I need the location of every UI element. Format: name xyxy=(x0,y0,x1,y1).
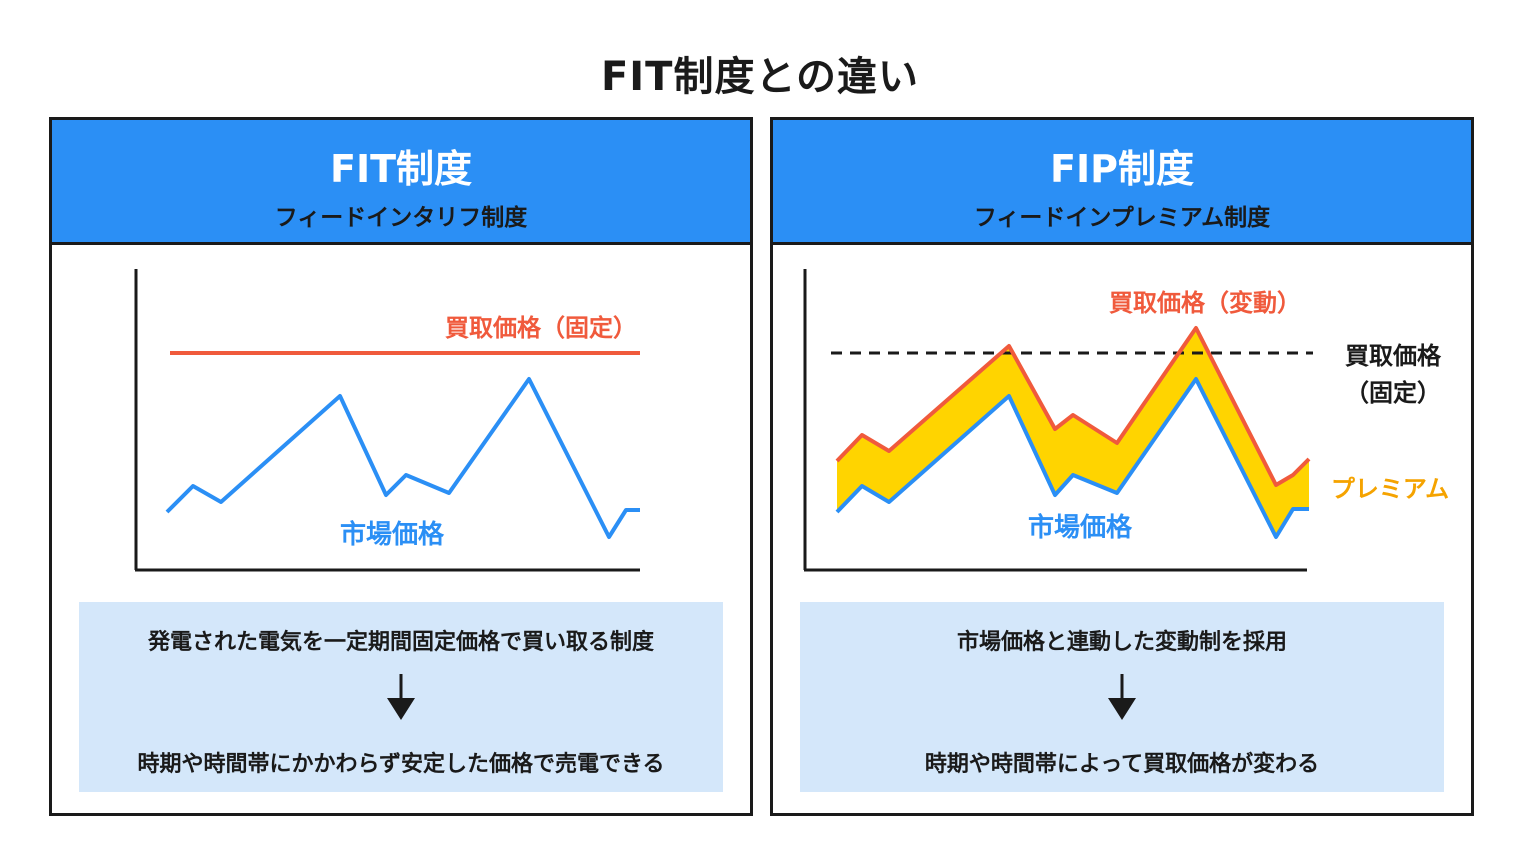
fip-fixed-price-label: 買取価格 xyxy=(1345,342,1442,370)
fip-premium-label: プレミアム xyxy=(1331,475,1449,503)
fit-market-price-line xyxy=(165,377,640,539)
fit-description-line-2: 時期や時間帯にかかわらず安定した価格で売電できる xyxy=(137,752,665,777)
fit-panel-title: FIT制度 xyxy=(329,147,473,191)
fip-description-line-2: 時期や時間帯によって買取価格が変わる xyxy=(924,752,1320,777)
fip-description-box: 市場価格と連動した変動制を採用 時期や時間帯によって買取価格が変わる xyxy=(800,602,1444,792)
fit-description-box: 発電された電気を一定期間固定価格で買い取る制度 時期や時間帯にかかわらず安定した… xyxy=(79,602,723,792)
fit-buy-price-label: 買取価格（固定） xyxy=(445,314,637,342)
fip-fixed-price-label-sub: （固定） xyxy=(1345,379,1441,407)
fit-panel-header: FIT制度 フィードインタリフ制度 xyxy=(52,120,750,245)
down-arrow-icon xyxy=(1108,674,1136,720)
fip-chart: 買取価格（変動） 買取価格 （固定） プレミアム 市場価格 xyxy=(803,269,1449,572)
fip-panel-subtitle: フィードインプレミアム制度 xyxy=(973,205,1271,231)
fit-chart: 買取価格（固定） 市場価格 xyxy=(134,269,640,572)
fip-buy-price-label: 買取価格（変動） xyxy=(1109,289,1301,317)
fit-panel: FIT制度 フィードインタリフ制度 買取価格（固定） 市場価格 発電された電気を… xyxy=(49,117,753,816)
fip-panel-title: FIP制度 xyxy=(1050,147,1194,191)
fit-market-price-label: 市場価格 xyxy=(340,519,445,550)
fip-buy-price-line xyxy=(835,326,1311,487)
fip-market-price-label: 市場価格 xyxy=(1028,512,1133,543)
fip-market-price-line xyxy=(835,377,1309,539)
fit-description-line-1: 発電された電気を一定期間固定価格で買い取る制度 xyxy=(147,630,654,655)
fit-panel-subtitle: フィードインタリフ制度 xyxy=(274,205,528,231)
fip-description-line-1: 市場価格と連動した変動制を採用 xyxy=(956,630,1287,655)
fip-premium-area xyxy=(837,328,1309,537)
fip-panel-header: FIP制度 フィードインプレミアム制度 xyxy=(773,120,1471,245)
fip-panel: FIP制度 フィードインプレミアム制度 買取価格（変動） 買取価格 （固定） プ… xyxy=(770,117,1474,816)
page-title: FIT制度との違い xyxy=(600,54,920,100)
down-arrow-icon xyxy=(387,674,415,720)
